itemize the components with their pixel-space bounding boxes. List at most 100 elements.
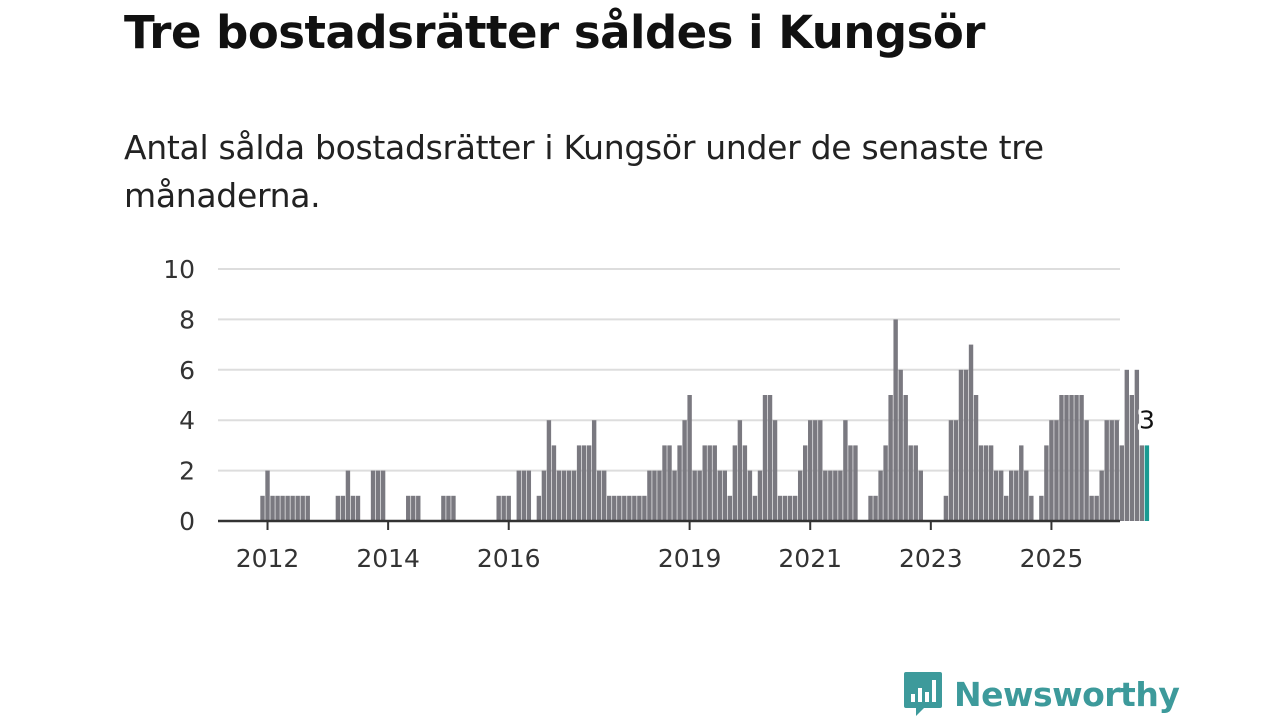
bar	[596, 470, 602, 521]
bar	[973, 395, 979, 521]
bar	[576, 445, 582, 521]
bar	[1134, 369, 1140, 521]
bar	[602, 470, 607, 521]
bar	[968, 344, 974, 521]
bar	[692, 470, 697, 521]
bar	[1014, 470, 1019, 521]
bar	[757, 470, 763, 521]
bar	[762, 395, 768, 521]
bar	[828, 470, 833, 521]
bar	[913, 445, 918, 521]
newsworthy-logo: Newsworthy	[902, 670, 1180, 718]
bar	[893, 319, 898, 521]
y-tick-label: 2	[179, 457, 195, 486]
y-tick-label: 0	[179, 507, 195, 536]
bar	[632, 495, 637, 521]
bar	[285, 495, 290, 521]
bar	[903, 395, 908, 521]
bar	[612, 495, 617, 521]
bar	[918, 470, 923, 521]
bar	[1109, 420, 1114, 521]
bar	[521, 470, 526, 521]
chart-title: Tre bostadsrätter såldes i Kungsör	[124, 6, 985, 59]
bar	[712, 445, 717, 521]
bar	[687, 395, 692, 521]
bar	[792, 495, 798, 521]
highlighted-bar	[1144, 445, 1150, 521]
bar	[506, 495, 511, 521]
bar	[571, 470, 577, 521]
bar	[998, 470, 1004, 521]
bar	[672, 470, 677, 521]
bar	[586, 445, 592, 521]
bar	[1024, 470, 1029, 521]
bar	[380, 470, 386, 521]
bar	[1099, 470, 1104, 521]
bar-chart-speech-bubble-icon	[904, 672, 942, 716]
bar	[742, 445, 748, 521]
x-tick-label: 2021	[778, 544, 842, 573]
bar	[607, 495, 612, 521]
bar	[978, 445, 984, 521]
bar	[345, 470, 351, 521]
bar	[305, 495, 310, 521]
bar	[496, 495, 501, 521]
data-labels: 3	[1136, 402, 1158, 437]
bar	[1089, 495, 1094, 521]
bar	[1009, 470, 1014, 521]
bar	[838, 470, 843, 521]
brand-name: Newsworthy	[954, 674, 1180, 714]
bar	[873, 495, 878, 521]
bar	[777, 495, 783, 521]
bar	[295, 495, 300, 521]
bar	[988, 445, 994, 521]
chart-subtitle: Antal sålda bostadsrätter i Kungsör unde…	[124, 128, 1044, 215]
x-tick-label: 2025	[1020, 544, 1084, 573]
bar	[451, 495, 456, 521]
bar	[556, 470, 562, 521]
bar	[260, 495, 265, 521]
bar	[290, 495, 295, 521]
x-tick-label: 2014	[356, 544, 420, 573]
bar	[1004, 495, 1009, 521]
bar	[667, 445, 672, 521]
bar	[1139, 445, 1145, 521]
bar	[622, 495, 627, 521]
bar	[797, 470, 803, 521]
bar	[843, 420, 848, 521]
bar	[1074, 395, 1079, 521]
bar	[833, 470, 838, 521]
bar	[1064, 395, 1069, 521]
bar	[1044, 445, 1049, 521]
bar	[983, 445, 989, 521]
bar	[566, 470, 572, 521]
bar	[1104, 420, 1109, 521]
bar	[516, 470, 521, 521]
bar	[1119, 445, 1124, 521]
bar	[898, 369, 903, 521]
bar	[1129, 395, 1135, 521]
bar	[275, 495, 280, 521]
bar	[732, 445, 738, 521]
bar	[1094, 495, 1099, 521]
bar	[561, 470, 567, 521]
bar	[416, 495, 421, 521]
bar	[501, 495, 506, 521]
bar	[1029, 495, 1034, 521]
bar	[335, 495, 341, 521]
bar	[878, 470, 883, 521]
bar	[803, 445, 808, 521]
bar-chart: 0 2 4 6 8 10 2012 2014 2016 2019 2021 2023 2025 3	[163, 255, 1158, 573]
bar	[270, 495, 275, 521]
bars	[260, 319, 1150, 521]
bar	[993, 470, 999, 521]
bar	[818, 420, 823, 521]
bar	[727, 495, 733, 521]
bar	[652, 470, 657, 521]
bar	[677, 445, 682, 521]
bar	[767, 395, 773, 521]
bar	[355, 495, 361, 521]
bar	[722, 470, 727, 521]
bar	[581, 445, 587, 521]
y-tick-label: 8	[179, 305, 195, 334]
